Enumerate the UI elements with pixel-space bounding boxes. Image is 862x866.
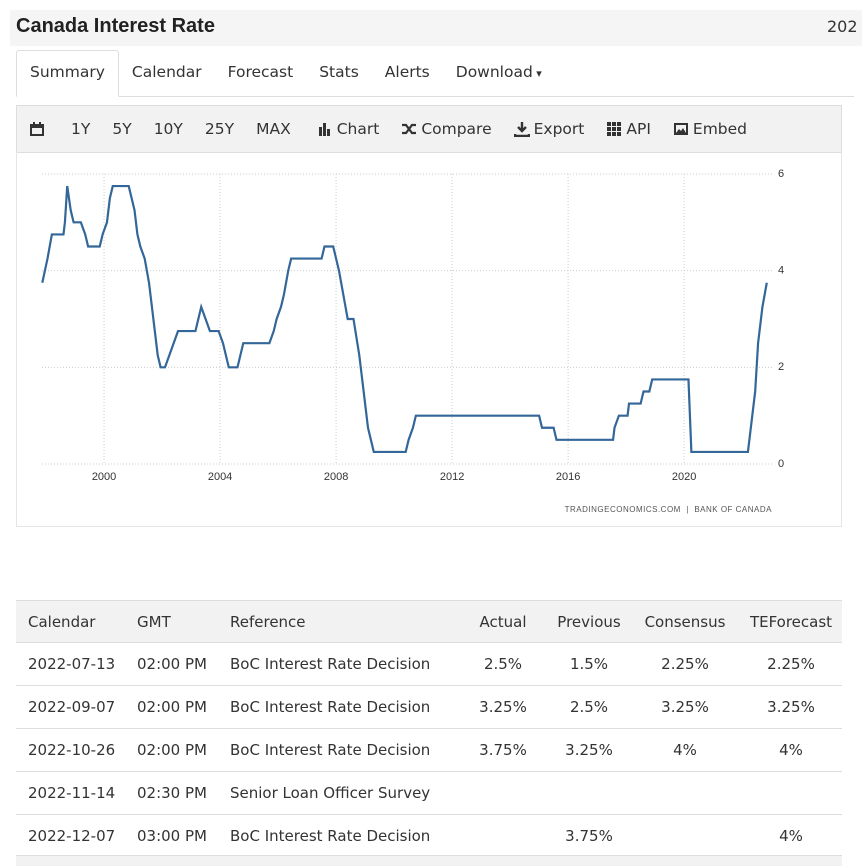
table-cell: 4%	[740, 728, 842, 772]
action-label: Compare	[421, 120, 492, 138]
table-cell: 2022-07-13	[16, 642, 125, 686]
action-button[interactable]: Embed	[673, 120, 747, 138]
table-cell: 2022-10-26	[16, 728, 125, 772]
header-row: Calendar GMT Reference Actual Previous Consen…	[16, 600, 842, 643]
action-label: Export	[533, 120, 585, 138]
icon	[607, 122, 622, 136]
table-cell: 2022-11-14	[16, 771, 125, 815]
table-cell: 03:00 PM	[125, 814, 218, 857]
table-cell: 2022-12-07	[16, 814, 125, 857]
action-button[interactable]: Chart	[317, 120, 380, 138]
table-cell: 02:30 PM	[125, 771, 218, 815]
icon	[513, 122, 530, 137]
calendar-icon[interactable]	[29, 121, 49, 137]
x-tick-label: 2004	[208, 471, 232, 483]
table-cell	[740, 771, 842, 815]
action-label: Embed	[692, 120, 748, 138]
tab[interactable]: Forecast	[227, 63, 294, 81]
y-tick-label: 0	[778, 458, 784, 470]
column-header: Consensus	[630, 600, 740, 643]
table-cell: 3.75%	[458, 728, 548, 772]
table-cell	[630, 771, 740, 815]
range-button[interactable]: 10Y	[153, 120, 183, 138]
data-line	[41, 184, 768, 454]
toolbar: 1Y 5Y 10Y 25Y MAX Chart Compare Export API Embed	[16, 105, 842, 153]
range-button[interactable]: 25Y	[204, 120, 235, 138]
column-header: Reference	[218, 600, 458, 643]
column-header: GMT	[125, 600, 218, 643]
caret: ▾	[532, 67, 542, 80]
table-cell: 1.5%	[548, 642, 630, 686]
table-cell: 3.75%	[548, 814, 630, 857]
table-cell: BoC Interest Rate Decision	[218, 642, 458, 686]
table-cell: 02:00 PM	[125, 728, 218, 772]
action-label: API	[626, 120, 651, 138]
table-cell: 2022-09-07	[16, 685, 125, 729]
table-row: 2022-07-13 02:00 PM BoC Interest Rate Deci…	[16, 642, 842, 686]
x-tick-label: 2012	[440, 471, 464, 483]
table-cell: 4%	[630, 728, 740, 772]
range-button[interactable]: MAX	[256, 120, 291, 138]
page-title: Canada Interest Rate	[16, 15, 215, 37]
table-cell: 4%	[740, 814, 842, 857]
icon	[30, 122, 44, 136]
table-cell: 3.25%	[548, 728, 630, 772]
column-header: Calendar	[16, 600, 125, 643]
table-cell	[458, 771, 548, 815]
icon	[402, 123, 417, 135]
action-button[interactable]: API	[606, 120, 651, 138]
range-button[interactable]: 5Y	[112, 120, 132, 138]
table-row: 2022-11-14 02:30 PM Senior Loan Officer Su…	[16, 771, 842, 815]
table-row: 2022-09-07 02:00 PM BoC Interest Rate Deci…	[16, 685, 842, 729]
table-cell: BoC Interest Rate Decision	[218, 685, 458, 729]
table-cell: 02:00 PM	[125, 642, 218, 686]
table-cell: 2.5%	[548, 685, 630, 729]
table-cell: BoC Interest Rate Decision	[218, 814, 458, 857]
chart: 2000 2004 2008 2012 2016 2020 0 2 4 6 TRADINGECONO…	[16, 152, 842, 527]
table-cell: 3.25%	[740, 685, 842, 729]
action-label: Chart	[336, 120, 380, 138]
table-row-partial	[16, 855, 842, 866]
y-tick-label: 4	[778, 265, 784, 277]
tabs: Summary Calendar Forecast Stats Alerts Downlo…	[16, 50, 854, 97]
icon	[673, 123, 688, 135]
table-cell	[630, 814, 740, 857]
column-header: TEForecast	[740, 600, 842, 643]
tab[interactable]: Alerts	[384, 63, 430, 81]
cut-text: 202	[827, 17, 858, 36]
table-cell: 2.25%	[740, 642, 842, 686]
column-header: Previous	[548, 600, 630, 643]
calendar-table: Calendar GMT Reference Actual Previous Consen…	[16, 600, 842, 857]
x-tick-label: 2016	[556, 471, 580, 483]
table-cell: 3.25%	[630, 685, 740, 729]
y-tick-label: 2	[778, 361, 784, 373]
y-tick-label: 6	[778, 168, 784, 180]
table-row: 2022-10-26 02:00 PM BoC Interest Rate Deci…	[16, 728, 842, 772]
x-tick-label: 2000	[92, 471, 116, 483]
header: Canada Interest Rate 202	[10, 10, 862, 46]
x-tick-label: 2008	[324, 471, 348, 483]
table-cell: 2.5%	[458, 642, 548, 686]
tab[interactable]: Stats	[319, 63, 359, 81]
table-cell: BoC Interest Rate Decision	[218, 728, 458, 772]
tab[interactable]: Download ▾	[455, 63, 542, 81]
x-tick-label: 2020	[672, 471, 696, 483]
table-cell: 02:00 PM	[125, 685, 218, 729]
table-cell: 2.25%	[630, 642, 740, 686]
table-cell	[458, 814, 548, 857]
icon	[318, 123, 330, 136]
tab[interactable]: Calendar	[131, 63, 202, 81]
range-button[interactable]: 1Y	[71, 120, 91, 138]
table-cell: Senior Loan Officer Survey	[218, 771, 458, 815]
table-cell: 3.25%	[458, 685, 548, 729]
source-note: TRADINGECONOMICS.COM | BANK OF CANADA	[565, 505, 773, 514]
tab[interactable]: Summary	[16, 50, 119, 97]
table-cell	[548, 771, 630, 815]
action-button[interactable]: Compare	[401, 120, 492, 138]
column-header: Actual	[458, 600, 548, 643]
table-row: 2022-12-07 03:00 PM BoC Interest Rate Deci…	[16, 814, 842, 857]
action-button[interactable]: Export	[513, 120, 585, 138]
